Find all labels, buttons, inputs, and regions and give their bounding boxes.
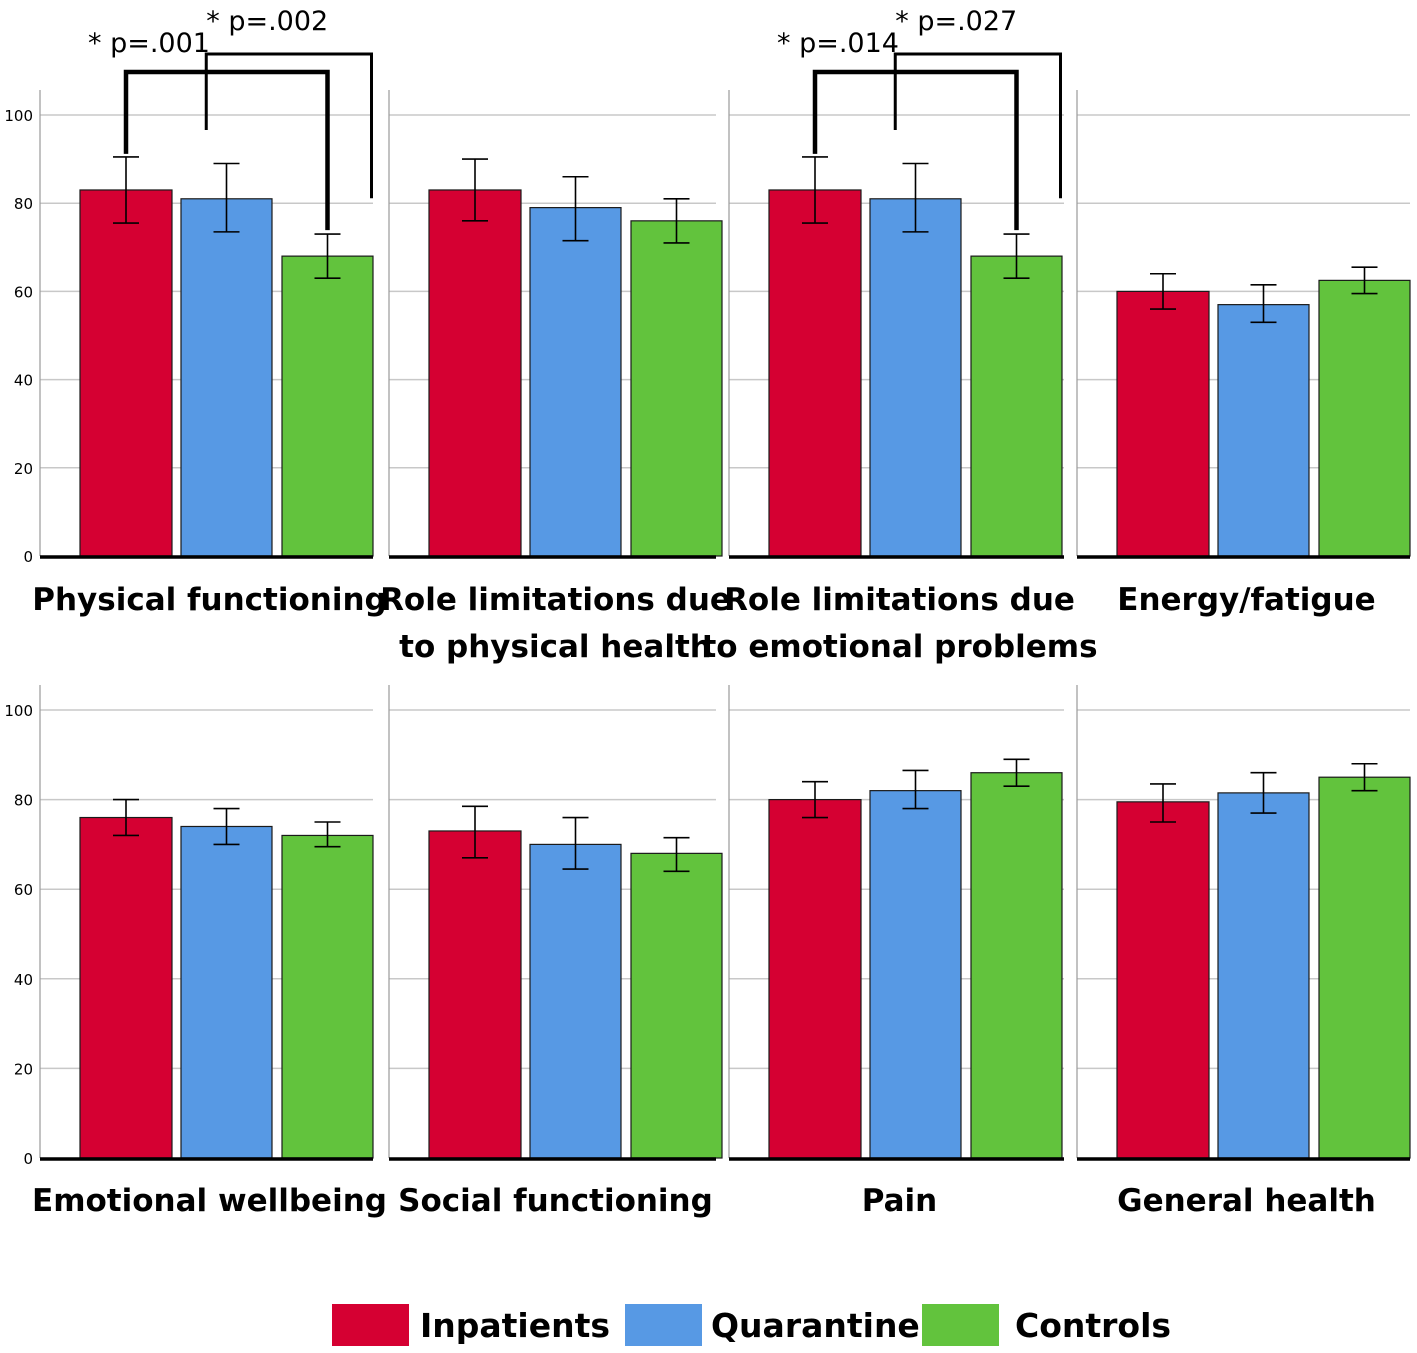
- bar-inpatients: [768, 189, 862, 557]
- y-tick-label: 0: [23, 1150, 33, 1168]
- bar-controls: [970, 255, 1063, 557]
- legend-swatch-inpatients: [332, 1304, 409, 1346]
- bar-inpatients: [79, 816, 173, 1159]
- bar-quarantine: [869, 790, 962, 1159]
- panel-title: to physical health: [399, 629, 712, 665]
- bar-quarantine: [1217, 792, 1310, 1159]
- significance-label: * p=.002: [206, 6, 328, 37]
- panel-title: General health: [1117, 1183, 1376, 1219]
- legend-swatch-controls: [922, 1304, 999, 1346]
- bar-inpatients: [1116, 290, 1210, 557]
- legend-label-quarantine: Quarantine: [711, 1306, 920, 1345]
- significance-bracket: [812, 69, 1019, 231]
- y-tick-label: 100: [4, 702, 33, 720]
- panel-title: Energy/fatigue: [1117, 582, 1375, 618]
- panel-6: Social functioning: [388, 685, 723, 1219]
- bar-inpatients: [79, 189, 173, 557]
- y-tick-label: 40: [14, 971, 33, 989]
- y-tick-label: 0: [23, 548, 33, 566]
- panel-3: Role limitations due to emotional problem…: [701, 6, 1097, 665]
- bar-inpatients: [768, 798, 862, 1159]
- significance-bracket: [123, 69, 330, 231]
- bar-controls: [630, 220, 723, 557]
- bar-controls: [1318, 776, 1411, 1159]
- panel-4: Energy/fatigue: [1076, 90, 1411, 618]
- panel-title: Social functioning: [398, 1183, 713, 1219]
- legend-label-inpatients: Inpatients: [420, 1306, 610, 1345]
- panel-title: to emotional problems: [701, 629, 1097, 665]
- bar-inpatients: [1116, 801, 1210, 1159]
- panel-title: Role limitations due: [380, 582, 731, 618]
- bar-quarantine: [180, 198, 273, 557]
- panel-5: 0 20 40 60 80 100 Emotional wellbeing: [4, 685, 387, 1219]
- y-tick-label: 60: [14, 881, 33, 899]
- y-tick-label: 40: [14, 372, 33, 390]
- legend-swatch-quarantine: [625, 1304, 702, 1346]
- bar-inpatients: [428, 830, 522, 1159]
- y-tick-label: 80: [14, 195, 33, 213]
- bar-controls: [281, 834, 374, 1159]
- panel-title: Emotional wellbeing: [32, 1183, 387, 1219]
- bar-quarantine: [529, 843, 622, 1159]
- y-tick-label: 20: [14, 1060, 33, 1078]
- legend-label-controls: Controls: [1015, 1306, 1171, 1345]
- bar-quarantine: [180, 825, 273, 1159]
- panel-1: 0 20 40 60 80 100 Physical functioning * p=.001…: [4, 6, 386, 618]
- significance-label: * p=.001: [88, 28, 210, 59]
- panel-8: General health: [1076, 685, 1411, 1219]
- panel-title: Pain: [862, 1183, 938, 1219]
- significance-label: * p=.014: [777, 28, 899, 59]
- bar-quarantine: [529, 207, 622, 557]
- panel-7: Pain: [728, 685, 1064, 1219]
- bar-controls: [630, 852, 723, 1159]
- bar-quarantine: [869, 198, 962, 557]
- y-tick-label: 20: [14, 460, 33, 478]
- significance-label: * p=.027: [895, 6, 1017, 37]
- bar-controls: [281, 255, 374, 557]
- significance-bracket: [204, 52, 373, 199]
- panel-title: Physical functioning: [32, 582, 387, 618]
- significance-bracket: [893, 52, 1062, 199]
- bar-controls: [970, 772, 1063, 1159]
- bar-quarantine: [1217, 304, 1310, 557]
- y-tick-label: 80: [14, 792, 33, 810]
- y-tick-label: 100: [4, 107, 33, 125]
- panel-title: Role limitations due: [724, 582, 1075, 618]
- legend: Inpatients Quarantine Controls: [332, 1304, 1171, 1346]
- bar-controls: [1318, 279, 1411, 557]
- y-tick-label: 60: [14, 283, 33, 301]
- panel-2: Role limitations due to physical health: [380, 90, 731, 665]
- bar-inpatients: [428, 189, 522, 557]
